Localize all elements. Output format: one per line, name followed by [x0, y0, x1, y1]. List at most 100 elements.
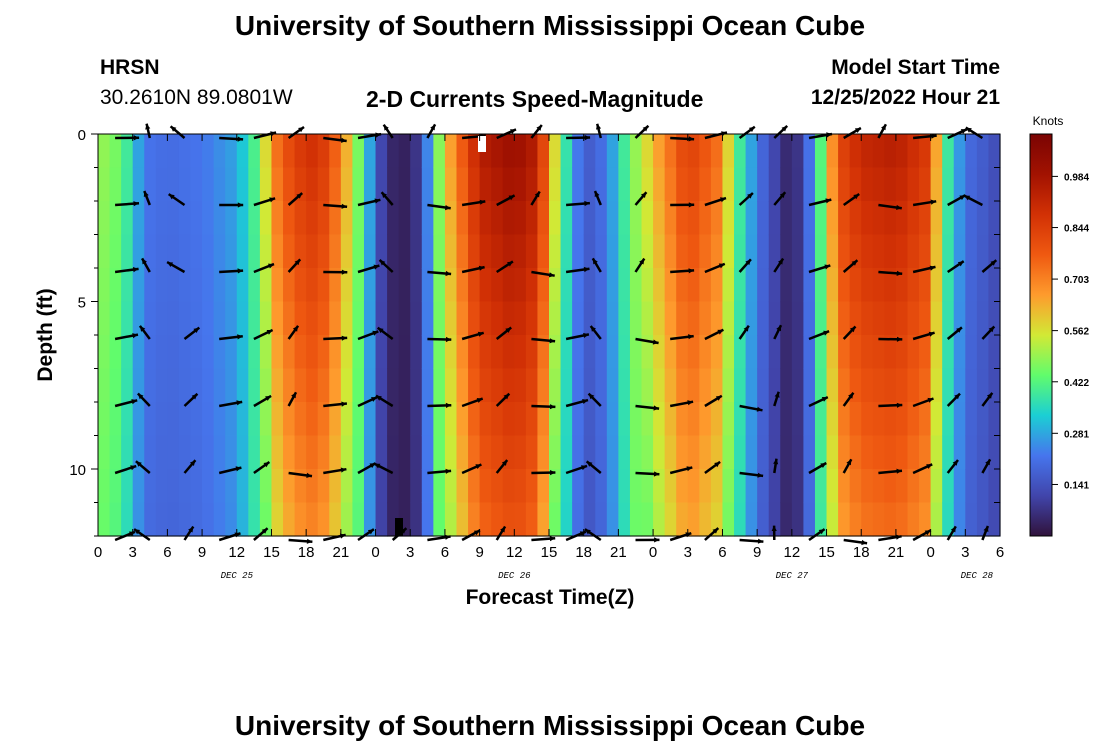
heatmap-cell: [213, 402, 226, 437]
heatmap-cell: [664, 368, 677, 403]
current-arrow: [427, 402, 452, 408]
heatmap-cell: [132, 268, 145, 303]
current-arrow: [635, 537, 660, 543]
heatmap-cell: [976, 368, 990, 403]
heatmap-cell: [907, 268, 920, 303]
heatmap-cell: [930, 402, 943, 437]
current-arrow: [981, 259, 998, 273]
heatmap-cell: [468, 234, 481, 269]
heatmap-cell: [225, 335, 238, 370]
heatmap-cell: [676, 201, 689, 236]
current-arrow: [634, 257, 646, 273]
heatmap-cell: [965, 335, 978, 370]
heatmap-cell: [202, 368, 215, 403]
heatmap-cell: [942, 402, 955, 437]
heatmap-cell: [491, 502, 504, 537]
heatmap-cell: [121, 301, 134, 336]
page-title-repeat: University of Southern Mississippi Ocean…: [234, 710, 866, 741]
heatmap-cell: [745, 469, 758, 504]
x-tick-label: 9: [475, 544, 483, 561]
heatmap-cell: [606, 234, 619, 269]
heatmap-cell: [942, 301, 955, 336]
date-label: DEC 26: [498, 571, 531, 581]
heatmap-cell: [537, 234, 550, 269]
heatmap-cell: [849, 268, 862, 303]
heatmap-cell: [98, 301, 111, 336]
current-arrow: [323, 136, 347, 143]
heatmap-cell: [641, 268, 654, 303]
heatmap-cell: [757, 368, 770, 403]
current-arrow: [323, 401, 348, 408]
heatmap-cell: [780, 335, 793, 370]
current-arrow: [843, 538, 868, 546]
heatmap-cell: [895, 402, 909, 437]
heatmap-cell: [213, 167, 226, 202]
current-arrow: [461, 529, 481, 542]
heatmap-cell: [167, 469, 180, 504]
colorbar-tick-label: 0.422: [1064, 378, 1089, 389]
heatmap-cell: [641, 469, 654, 504]
heatmap-cell: [988, 201, 1001, 236]
current-arrow: [843, 126, 862, 140]
heatmap-cell: [595, 201, 608, 236]
heatmap-cell: [768, 502, 781, 537]
heatmap-cell: [98, 134, 111, 169]
heatmap-cell: [433, 167, 446, 202]
heatmap-cell: [375, 268, 388, 303]
colorbar: [1029, 133, 1053, 537]
heatmap-cell: [225, 134, 238, 169]
heatmap-cell: [236, 368, 249, 403]
heatmap-cell: [363, 201, 377, 236]
heatmap-cell: [595, 167, 608, 202]
heatmap-cell: [144, 368, 157, 403]
current-arrow: [167, 193, 186, 207]
heatmap-cell: [618, 368, 631, 403]
heatmap-cell: [734, 268, 747, 303]
heatmap-cell: [155, 335, 168, 370]
heatmap-cell: [340, 435, 354, 470]
heatmap-cell: [121, 335, 134, 370]
x-tick-label: 6: [441, 544, 449, 561]
heatmap-cell: [144, 335, 157, 370]
heatmap-cell: [884, 201, 897, 236]
heatmap-cell: [132, 368, 145, 403]
heatmap-cell: [155, 301, 168, 336]
heatmap-cell: [572, 335, 585, 370]
heatmap-cell: [525, 134, 539, 169]
heatmap-cell: [294, 469, 307, 504]
heatmap-cell: [988, 469, 1001, 504]
heatmap-cell: [167, 368, 180, 403]
current-arrow: [427, 468, 452, 475]
current-arrow: [738, 125, 756, 140]
heatmap-cell: [248, 301, 261, 336]
current-arrow: [495, 392, 511, 407]
heatmap-cell: [572, 234, 585, 269]
heatmap-cell: [803, 134, 816, 169]
heatmap-cell: [421, 435, 434, 470]
current-arrow: [218, 466, 242, 475]
heatmap-cell: [953, 234, 966, 269]
heatmap-cell: [144, 402, 157, 437]
heatmap-cell: [225, 502, 238, 537]
heatmap-cell: [525, 167, 539, 202]
heatmap-cell: [340, 134, 354, 169]
heatmap-cell: [699, 201, 712, 236]
heatmap-cell: [144, 435, 157, 470]
current-arrow: [357, 528, 375, 542]
heatmap-cell: [722, 335, 735, 370]
heatmap-cell: [641, 368, 654, 403]
heatmap-cell: [502, 268, 515, 303]
heatmap-cell: [491, 301, 504, 336]
current-arrow: [842, 325, 857, 340]
heatmap-cell: [757, 167, 770, 202]
current-arrow: [739, 538, 764, 544]
heatmap-cell: [676, 435, 689, 470]
heatmap-cell: [988, 234, 1001, 269]
heatmap-cell: [930, 368, 943, 403]
heatmap-cell: [433, 402, 446, 437]
heatmap-cell: [375, 167, 388, 202]
current-arrow: [382, 123, 394, 139]
heatmap-cell: [456, 402, 469, 437]
heatmap-cell: [757, 335, 770, 370]
heatmap-cell: [803, 335, 816, 370]
